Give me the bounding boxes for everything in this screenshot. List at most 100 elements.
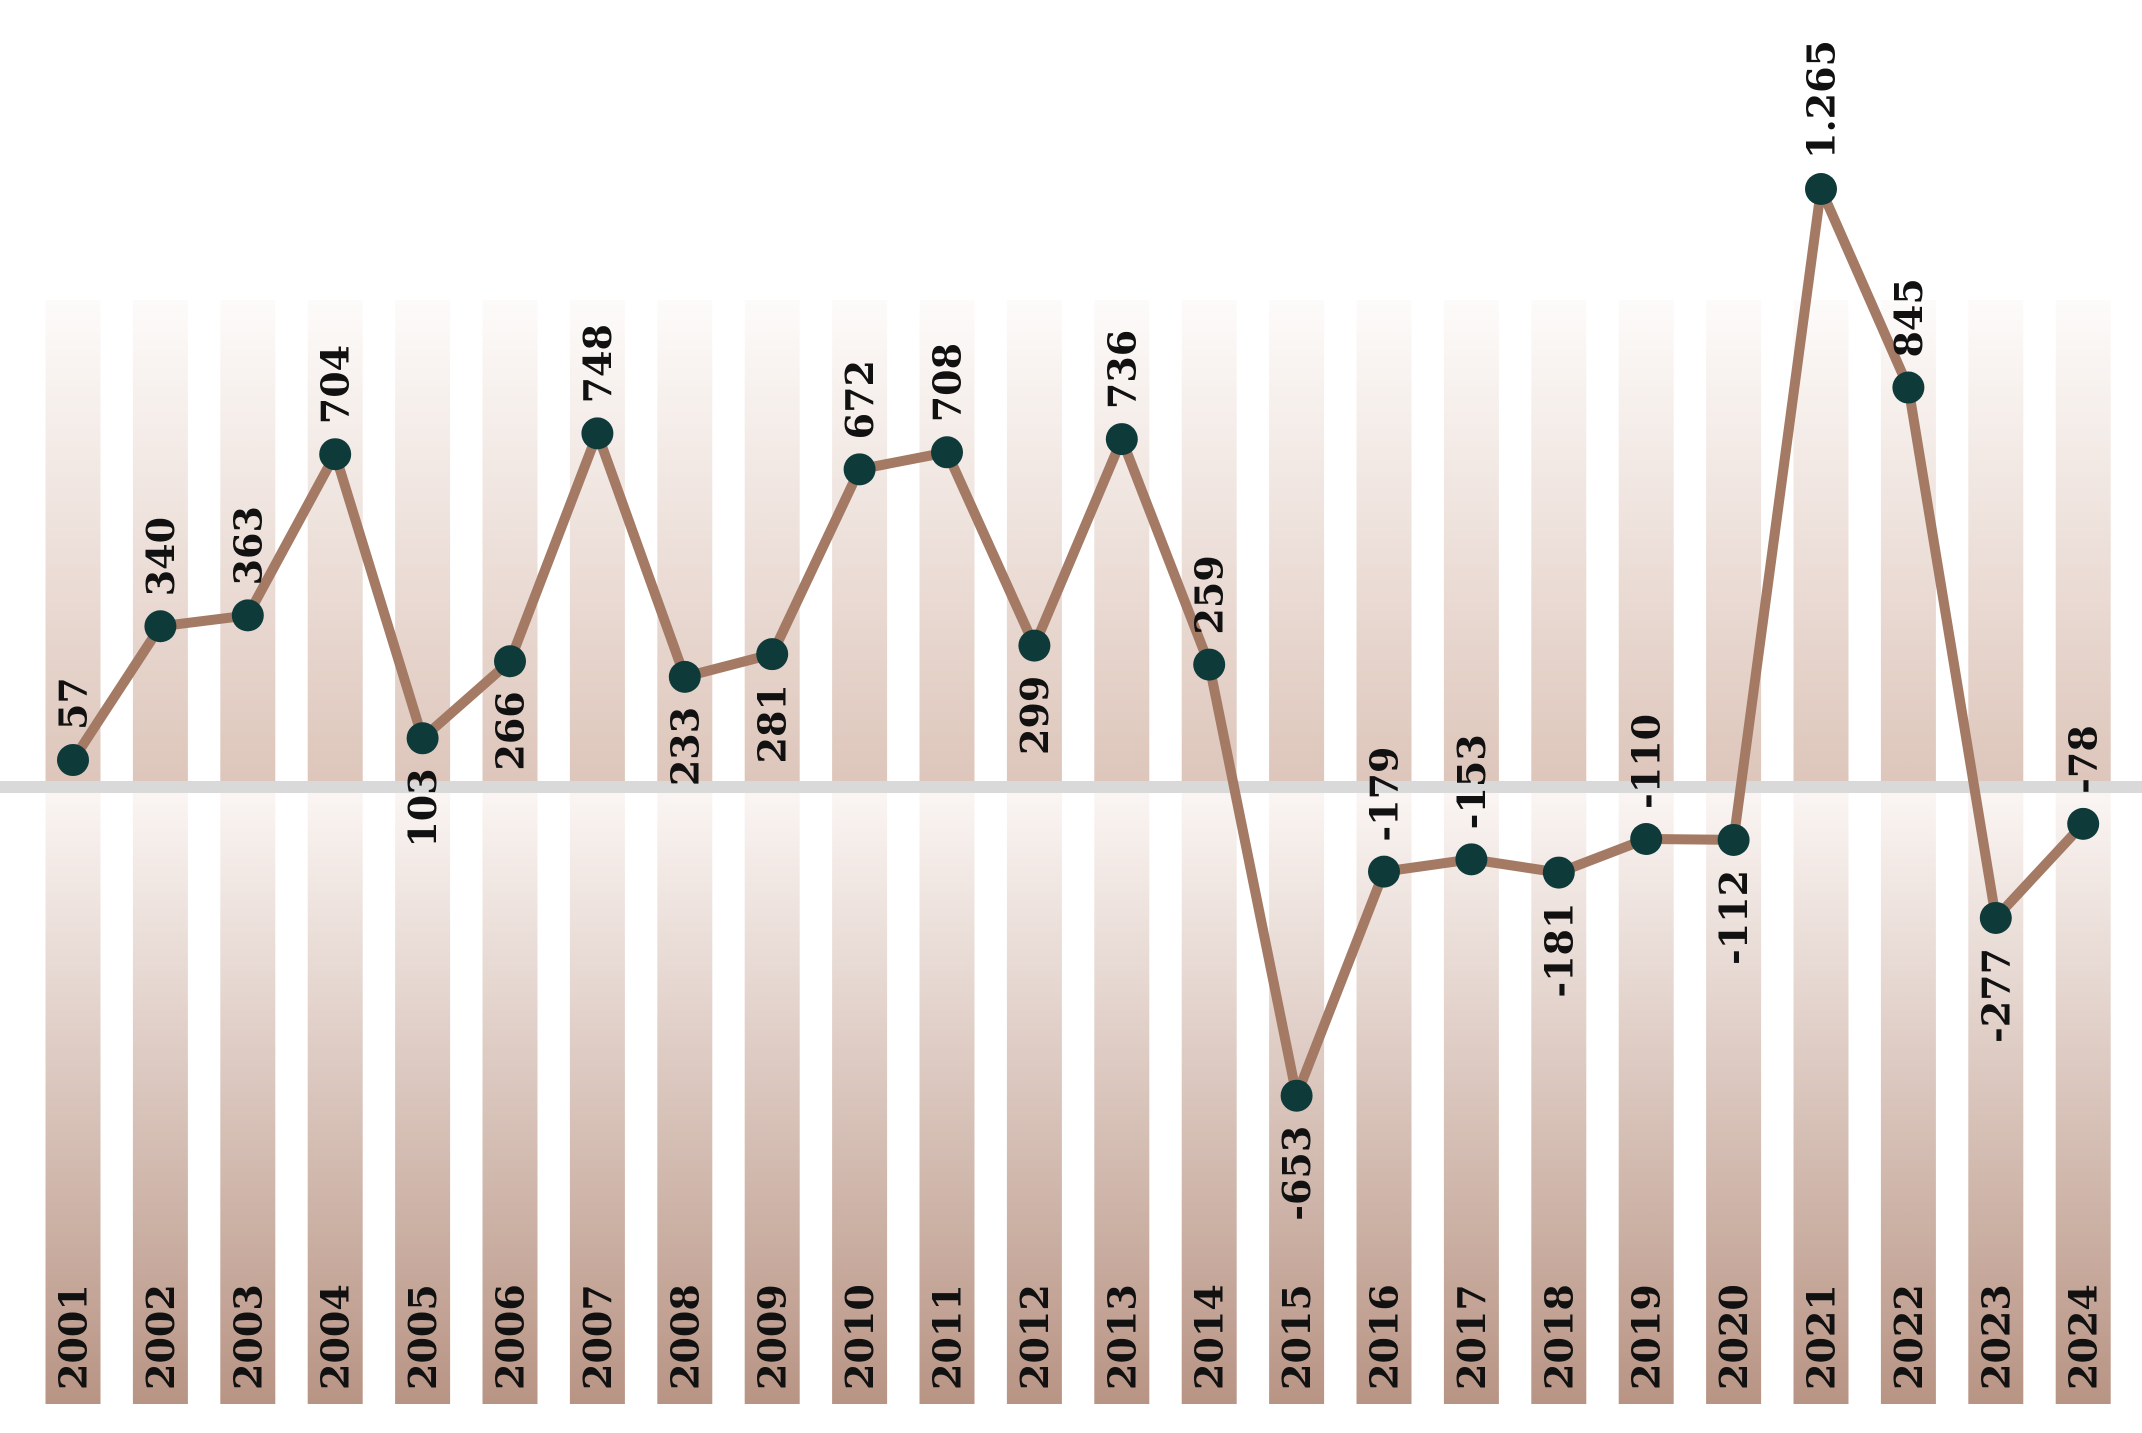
- value-label-2004: 704: [313, 345, 358, 424]
- column-lower-2004: [307, 787, 363, 1404]
- column-upper-2011: [919, 300, 975, 787]
- value-label-2012: 299: [1012, 676, 1057, 755]
- year-label-2017: 2017: [1449, 1284, 1494, 1390]
- column-lower-2005: [395, 787, 451, 1404]
- year-label-2012: 2012: [1012, 1284, 1057, 1390]
- data-point-2020: [1717, 823, 1750, 856]
- data-point-2010: [843, 453, 876, 486]
- column-lower-2017: [1443, 787, 1499, 1404]
- column-lower-2021: [1793, 787, 1849, 1404]
- column-lower-2011: [919, 787, 975, 1404]
- year-label-2008: 2008: [662, 1284, 707, 1390]
- value-label-2006: 266: [488, 691, 533, 770]
- data-point-2003: [231, 599, 264, 632]
- data-point-2024: [2067, 807, 2100, 840]
- data-point-2006: [494, 645, 526, 678]
- year-label-2006: 2006: [488, 1284, 533, 1390]
- column-upper-2021: [1793, 300, 1849, 787]
- data-point-2019: [1630, 823, 1663, 855]
- column-upper-2004: [307, 300, 363, 787]
- data-point-2008: [668, 660, 701, 693]
- value-label-2017: -153: [1449, 734, 1494, 829]
- column-lower-2019: [1618, 787, 1674, 1404]
- data-point-2017: [1455, 843, 1488, 876]
- value-label-2005: 103: [400, 768, 445, 847]
- data-point-2005: [406, 722, 439, 755]
- value-label-2007: 748: [575, 324, 620, 403]
- column-upper-2001: [45, 300, 101, 787]
- column-lower-2024: [2055, 787, 2111, 1404]
- column-lower-2013: [1094, 787, 1150, 1404]
- column-lower-2016: [1356, 787, 1412, 1404]
- value-label-2001: 57: [51, 677, 96, 730]
- year-label-2021: 2021: [1799, 1284, 1844, 1390]
- value-label-2008: 233: [662, 707, 707, 786]
- column-upper-2013: [1094, 300, 1150, 787]
- column-lower-2012: [1006, 787, 1062, 1404]
- value-label-2020: -112: [1711, 870, 1756, 965]
- value-label-2014: 259: [1187, 555, 1232, 634]
- value-label-2016: -179: [1362, 747, 1407, 842]
- column-upper-2009: [744, 300, 800, 787]
- column-lower-2008: [657, 787, 713, 1404]
- year-label-2002: 2002: [138, 1284, 183, 1390]
- column-upper-2023: [1968, 300, 2024, 787]
- column-upper-2015: [1269, 300, 1325, 787]
- data-point-2007: [581, 417, 614, 450]
- column-upper-2017: [1443, 300, 1499, 787]
- value-labels: 57 340 363 704 103 266 748 233 281 672 708 299 736 25…: [51, 40, 2106, 1221]
- year-label-2009: 2009: [750, 1284, 795, 1390]
- column-upper-2018: [1531, 300, 1587, 787]
- year-label-2007: 2007: [575, 1284, 620, 1390]
- column-lower-2007: [569, 787, 625, 1404]
- column-upper-2024: [2055, 300, 2111, 787]
- year-label-2019: 2019: [1624, 1284, 1669, 1390]
- year-label-2015: 2015: [1274, 1284, 1319, 1390]
- year-label-2005: 2005: [400, 1284, 445, 1390]
- column-upper-2016: [1356, 300, 1412, 787]
- year-label-2001: 2001: [51, 1284, 96, 1390]
- year-labels: 2001 2002 2003 2004 2005 2006 2007 2008 2009 2010…: [51, 1284, 2106, 1390]
- column-lower-2014: [1181, 787, 1237, 1404]
- year-label-2003: 2003: [225, 1284, 270, 1390]
- column-lower-2010: [832, 787, 888, 1404]
- year-label-2023: 2023: [1973, 1284, 2018, 1390]
- column-upper-2012: [1006, 300, 1062, 787]
- column-upper-2006: [482, 300, 538, 787]
- value-label-2003: 363: [225, 506, 270, 585]
- value-label-2015: -653: [1274, 1126, 1319, 1221]
- column-upper-2003: [220, 300, 276, 787]
- series-line: [68, 184, 2089, 1101]
- column-upper-2002: [132, 300, 188, 787]
- data-point-2001: [57, 744, 89, 777]
- value-label-2022: 845: [1886, 278, 1931, 357]
- data-point-2013: [1105, 423, 1138, 456]
- zero-line: [0, 781, 2142, 793]
- value-label-2023: -277: [1973, 948, 2018, 1043]
- year-label-2010: 2010: [837, 1284, 882, 1390]
- column-lower-2009: [744, 787, 800, 1404]
- data-points: [57, 173, 2100, 1112]
- column-upper-2019: [1618, 300, 1674, 787]
- value-label-2009: 281: [750, 684, 795, 763]
- value-label-2018: -181: [1536, 903, 1581, 998]
- column-lower-2002: [132, 787, 188, 1404]
- year-label-2004: 2004: [313, 1284, 358, 1390]
- year-label-2022: 2022: [1886, 1284, 1931, 1390]
- column-lower-2003: [220, 787, 276, 1404]
- year-label-2013: 2013: [1099, 1284, 1144, 1390]
- year-label-2018: 2018: [1536, 1284, 1581, 1390]
- year-label-2016: 2016: [1362, 1284, 1407, 1390]
- data-point-2016: [1368, 855, 1400, 888]
- year-label-2024: 2024: [2061, 1284, 2106, 1390]
- year-label-2011: 2011: [925, 1284, 970, 1390]
- value-label-2021: 1.265: [1799, 40, 1844, 159]
- data-point-2002: [144, 610, 177, 643]
- year-label-2020: 2020: [1711, 1284, 1756, 1390]
- column-upper-2008: [657, 300, 713, 787]
- data-point-2022: [1892, 371, 1925, 404]
- data-point-2023: [1979, 901, 2012, 934]
- data-point-2014: [1193, 648, 1226, 681]
- data-point-2015: [1280, 1079, 1313, 1112]
